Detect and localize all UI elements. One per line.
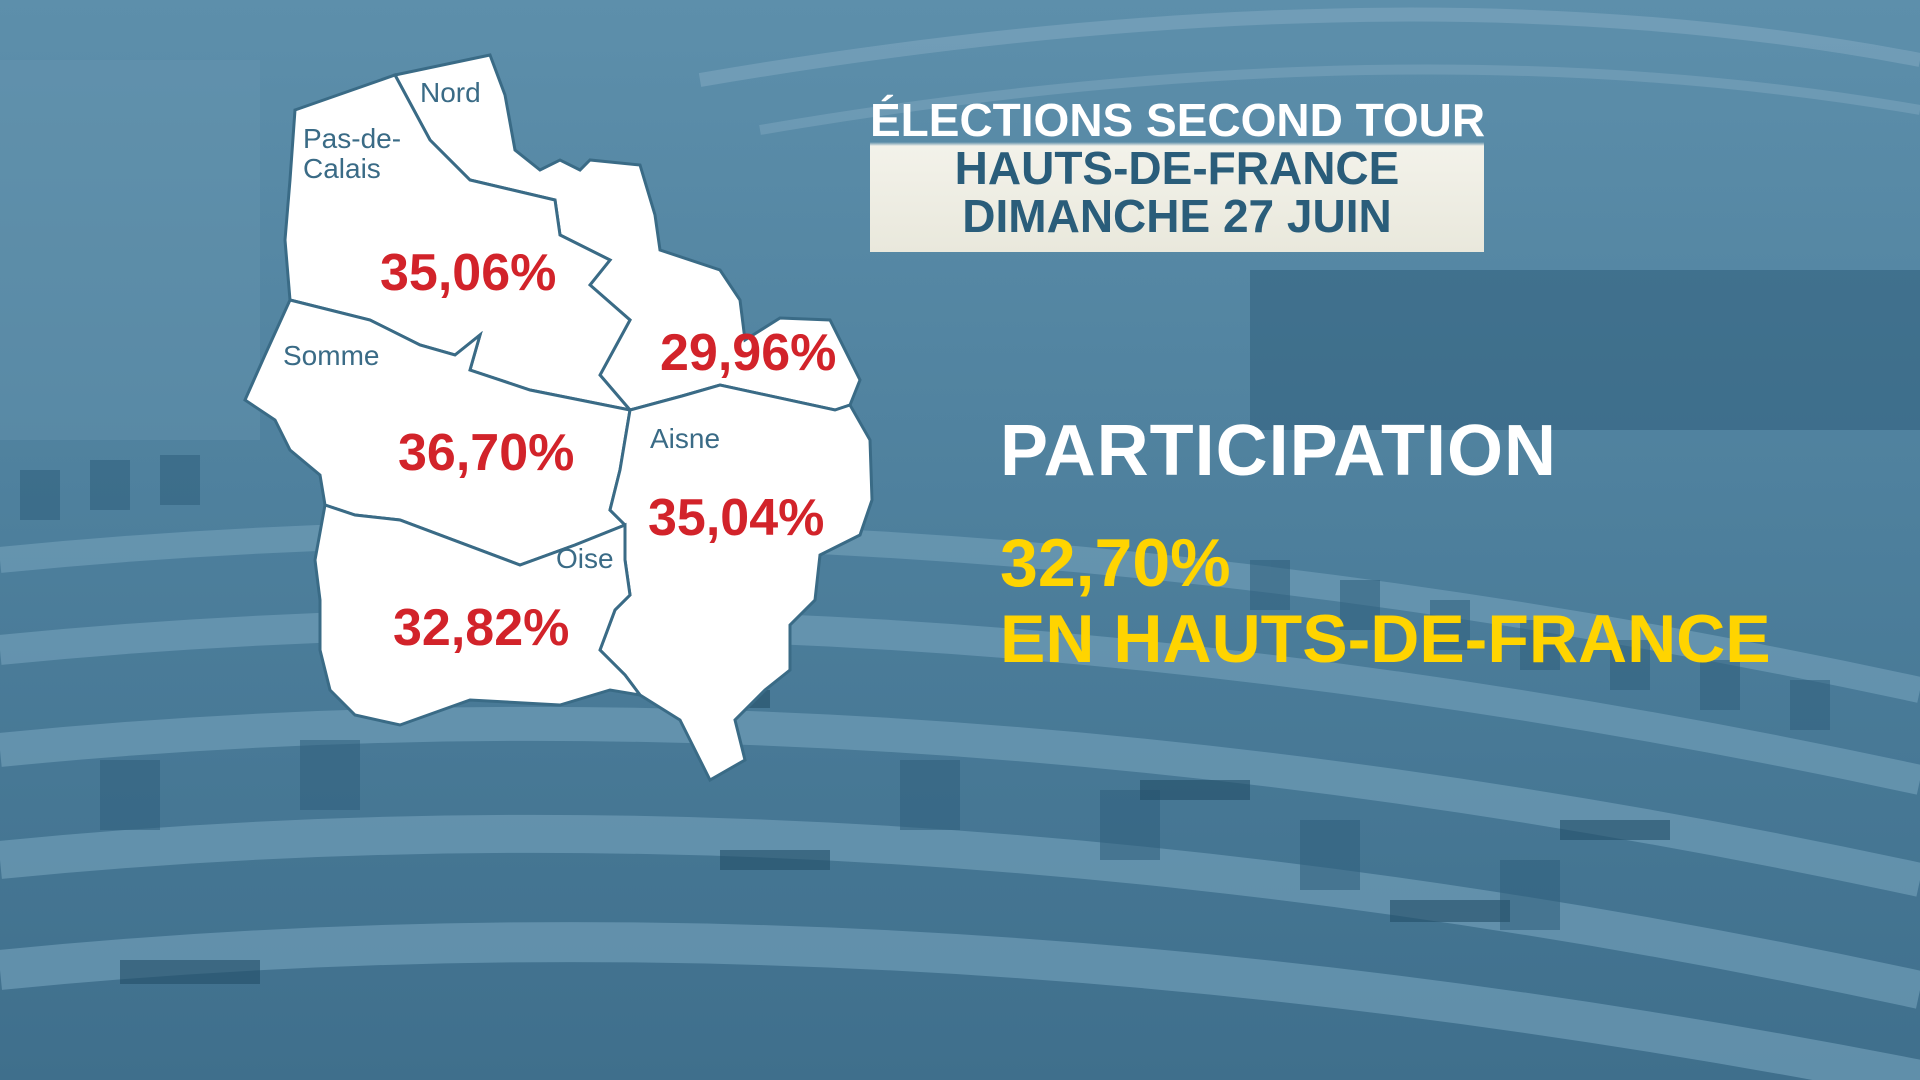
election-title: ÉLECTIONS SECOND TOUR (870, 94, 1486, 146)
turnout-pas-de-calais: 35,06% (380, 244, 556, 302)
department-oise-shape[interactable] (313, 503, 644, 727)
department-aisne-shape[interactable] (598, 383, 874, 783)
participation-rate: 32,70% (1000, 525, 1231, 601)
election-date: DIMANCHE 27 JUIN (962, 190, 1392, 242)
participation-heading: PARTICIPATION (1000, 411, 1557, 491)
participation-summary: 32,70% EN HAUTS-DE-FRANCE (1000, 525, 1771, 677)
department-label-pas-de-calais-line2: Calais (303, 153, 381, 184)
turnout-aisne: 35,04% (648, 489, 824, 547)
turnout-oise: 32,82% (393, 599, 569, 657)
region-title: HAUTS-DE-FRANCE (954, 142, 1400, 194)
department-label-somme: Somme (283, 340, 379, 371)
turnout-somme: 36,70% (398, 424, 574, 482)
department-label-oise: Oise (556, 543, 614, 574)
participation-region: EN HAUTS-DE-FRANCE (1000, 601, 1771, 677)
turnout-nord: 29,96% (660, 324, 836, 382)
department-label-nord: Nord (420, 77, 481, 108)
election-title-box: ÉLECTIONS SECOND TOUR HAUTS-DE-FRANCE DI… (870, 90, 1486, 252)
department-label-aisne: Aisne (650, 423, 720, 454)
department-label-pas-de-calais-line1: Pas-de- (303, 123, 401, 154)
